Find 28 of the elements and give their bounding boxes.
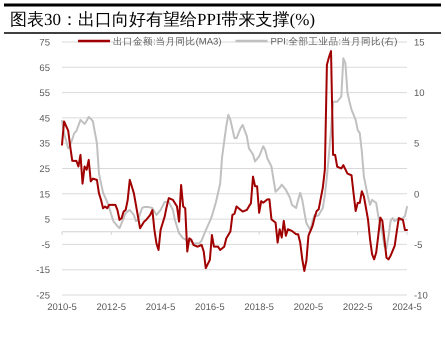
y-tick-label: 45	[39, 113, 50, 124]
y-tick-label: 35	[39, 138, 50, 150]
x-tick-label: 2010-5	[47, 302, 77, 313]
y-tick-label: -5	[42, 240, 50, 251]
y-tick-label: 5	[44, 214, 50, 226]
y-tick-label: 55	[39, 88, 50, 100]
x-tick-label: 2018-5	[244, 302, 274, 313]
legend-label: 出口金额:当月同比(MA3)	[113, 36, 222, 48]
y2-tick-label: 15	[414, 38, 425, 48]
y-tick-label: -15	[36, 265, 50, 276]
x-tick-label: 2020-5	[294, 302, 324, 313]
x-tick-label: 2012-5	[96, 302, 126, 313]
y2-tick-label: 10	[414, 88, 425, 100]
y-tick-label: 15	[39, 189, 50, 200]
chart-title: 图表30：出口向好有望给PPI带来支撑(%)	[10, 10, 316, 29]
y-tick-label: 65	[39, 62, 50, 74]
x-tick-label: 2024-5	[392, 302, 422, 313]
y-tick-label: -25	[36, 290, 50, 302]
y-tick-label: 75	[39, 38, 50, 48]
y2-tick-label: 5	[414, 138, 420, 150]
x-tick-label: 2016-5	[195, 302, 225, 313]
legend-label: PPI:全部工业品:当月同比(右)	[270, 36, 398, 48]
x-tick-label: 2022-5	[342, 302, 373, 313]
x-tick-label: 2014-5	[146, 302, 176, 313]
y2-tick-label: -5	[414, 240, 422, 251]
y-tick-label: 25	[39, 164, 50, 175]
y2-tick-label: 0	[414, 189, 420, 200]
y2-tick-label: -10	[414, 290, 428, 302]
